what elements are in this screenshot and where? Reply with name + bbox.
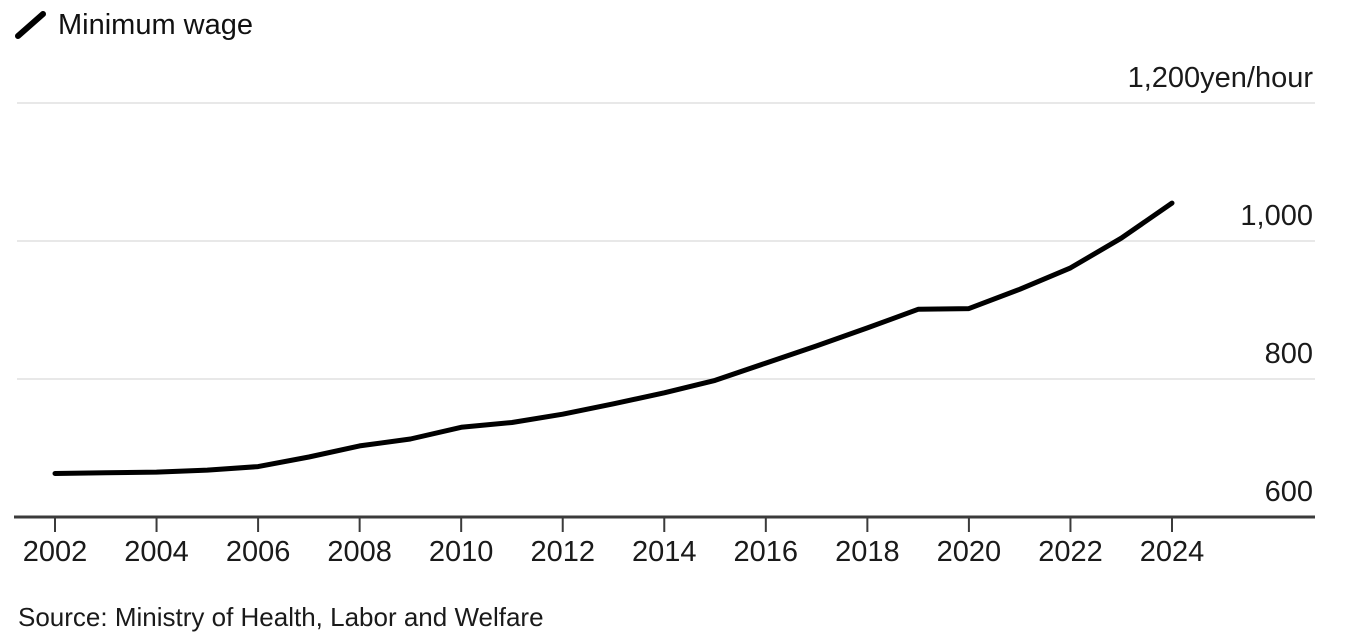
x-tick-label: 2010 [429, 536, 494, 568]
x-tick-label: 2008 [327, 536, 392, 568]
x-tick-label: 2012 [530, 536, 595, 568]
x-tick-label: 2016 [734, 536, 799, 568]
y-tick-label: 1,200yen/hour [1128, 62, 1314, 94]
x-tick-label: 2006 [226, 536, 291, 568]
x-tick-label: 2014 [632, 536, 697, 568]
x-tick-label: 2022 [1038, 536, 1103, 568]
x-tick-label: 2020 [937, 536, 1002, 568]
source-attribution: Source: Ministry of Health, Labor and We… [18, 602, 544, 632]
minimum-wage-line [52, 200, 1175, 476]
y-tick-label: 1,000 [1240, 200, 1313, 232]
legend-series-label: Minimum wage [58, 9, 253, 41]
line-series-icon [15, 11, 46, 39]
x-tick-label: 2002 [23, 536, 88, 568]
y-tick-label: 600 [1265, 476, 1313, 508]
x-tick-label: 2004 [124, 536, 189, 568]
y-tick-label: 800 [1265, 338, 1313, 370]
legend: Minimum wage [15, 8, 253, 42]
x-tick-label: 2024 [1140, 536, 1205, 568]
x-tick-label: 2018 [835, 536, 900, 568]
